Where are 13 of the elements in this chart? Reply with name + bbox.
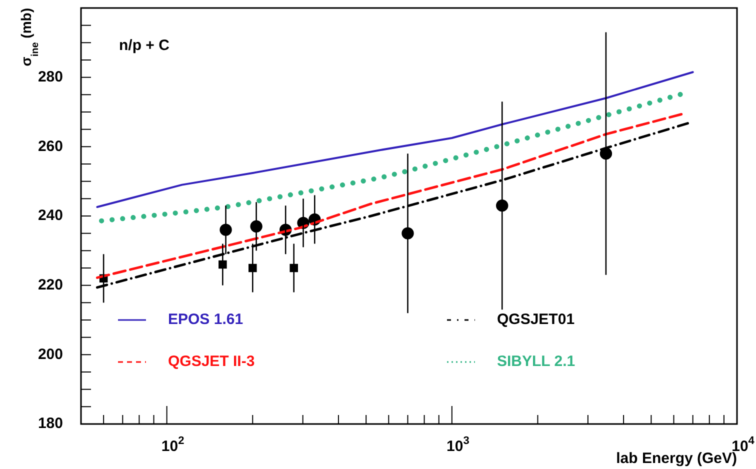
y-tick-label: 280 [38, 68, 63, 86]
legend-label: QGSJET II-3 [168, 353, 255, 370]
annotation: n/p + C [119, 37, 170, 54]
y-tick-label: 240 [38, 207, 63, 224]
y-tick-label: 200 [38, 346, 63, 363]
y-tick-label: 260 [38, 138, 63, 155]
legend-label: SIBYLL 2.1 [497, 353, 576, 370]
x-axis-title: lab Energy (GeV) [616, 450, 738, 467]
legend-label: EPOS 1.61 [168, 311, 244, 328]
y-tick-label: 220 [38, 276, 63, 294]
legend-label: QGSJET01 [497, 311, 575, 328]
y-axis-title: σine (mb) [18, 8, 41, 66]
y-tick-label: 180 [38, 415, 63, 432]
